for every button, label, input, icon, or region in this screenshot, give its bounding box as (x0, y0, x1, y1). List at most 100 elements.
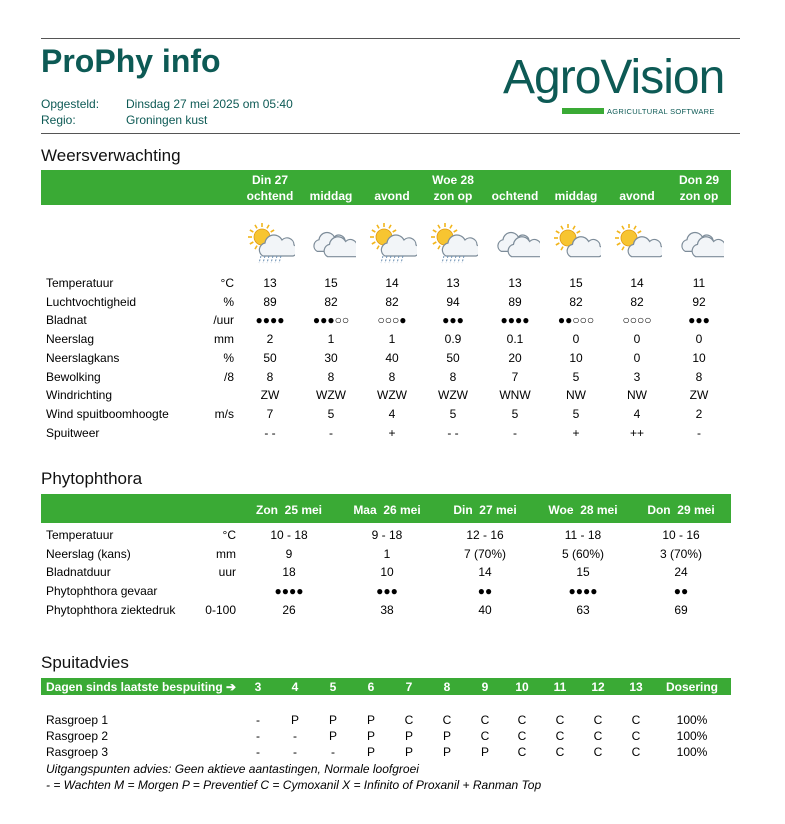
spuit-day-header: 4 (291, 680, 299, 694)
weer-cell: NW (566, 388, 586, 403)
weer-cell: 5 (572, 406, 580, 421)
weer-cell: 5 (572, 369, 580, 384)
spuit-cell: C (404, 713, 414, 727)
spuit-dosering-header: Dosering (665, 680, 718, 694)
spuit-cell: C (555, 745, 565, 759)
weer-cell: 15 (569, 276, 583, 290)
spuit-dosering: 100% (676, 729, 708, 743)
weer-cell: 13 (446, 276, 460, 290)
phyto-cell: 38 (380, 602, 394, 617)
phyto-cell: 9 - 18 (371, 528, 403, 542)
weer-cell: 13 (508, 276, 522, 290)
phyto-cell: 69 (674, 602, 688, 617)
weer-row-label: Luchtvochtigheid (46, 294, 137, 309)
spuit-cell: - (293, 745, 297, 759)
spuit-cell: C (593, 729, 603, 743)
spuit-day-header: 7 (405, 680, 413, 694)
cloud-icon (306, 222, 361, 266)
spuit-cell: C (631, 729, 641, 743)
weer-cell: 4 (388, 406, 396, 421)
spuit-cell: P (442, 729, 451, 743)
weer-cell: 1 (327, 332, 335, 347)
weer-row-label: Bladnat (46, 313, 87, 328)
weer-row-unit: /uur (213, 313, 234, 328)
phyto-cell: 11 - 18 (564, 528, 602, 542)
spuit-row-label: Rasgroep 3 (46, 745, 109, 759)
phyto-cell: ●● (477, 584, 493, 599)
phyto-row-label: Neerslag (kans) (46, 546, 131, 561)
weer-cell: WZW (377, 388, 407, 403)
weer-row-label: Neerslagkans (46, 350, 120, 365)
spuit-day-header: 10 (515, 680, 529, 694)
weer-cell: + (388, 425, 396, 440)
phyto-cell: ●●●● (568, 584, 598, 599)
weer-cell: 0 (572, 332, 580, 347)
phyto-cell: 5 (60%) (561, 546, 605, 561)
spuit-day-header: 6 (367, 680, 375, 694)
weer-cell: ●●○○○ (557, 313, 595, 328)
phyto-row-unit: uur (218, 565, 236, 580)
phyto-row-label: Phytophthora ziektedruk (46, 602, 176, 617)
weer-cell: NW (627, 388, 647, 403)
phyto-col-day: Zon 25 mei (255, 503, 323, 517)
weer-cell: 0 (633, 350, 641, 365)
phyto-cell: 63 (576, 602, 590, 617)
agrovision-logo: AgroVision (503, 51, 725, 104)
weer-cell: - (329, 425, 333, 440)
spuit-day-header: 13 (629, 680, 643, 694)
phyto-cell: 7 (70%) (463, 546, 507, 561)
opgesteld-label: Opgesteld: (41, 97, 100, 111)
weer-cell: 7 (266, 406, 274, 421)
spuit-cell: P (366, 745, 375, 759)
weer-cell: 0.1 (506, 332, 524, 347)
weer-cell: ++ (629, 425, 644, 440)
weer-row-unit: mm (214, 332, 234, 347)
weer-row-label: Wind spuitboomhoogte (46, 406, 169, 421)
weer-col-part: avond (619, 189, 655, 203)
phyto-cell: 26 (282, 602, 296, 617)
weer-cell: ●●● (688, 313, 710, 328)
logo-green-bar (562, 108, 604, 114)
weer-cell: 89 (508, 294, 522, 309)
phyto-row-unit: mm (216, 546, 236, 561)
phyto-row-label: Phytophthora gevaar (46, 584, 158, 599)
weer-row-unit: % (223, 350, 234, 365)
weer-col-part: avond (374, 189, 410, 203)
weer-cell: 5 (511, 406, 519, 421)
spuit-cell: P (328, 729, 337, 743)
phyto-cell: ●●●● (274, 584, 304, 599)
weer-cell: ○○○● (377, 313, 407, 328)
spuit-cell: P (328, 713, 337, 727)
weer-row-label: Bewolking (46, 369, 101, 384)
sun-cloud-rain-icon (428, 222, 481, 266)
weer-cell: 82 (324, 294, 338, 309)
logo-tagline: AGRICULTURAL SOFTWARE (607, 107, 715, 116)
weer-cell: WZW (316, 388, 346, 403)
weer-cell: ZW (260, 388, 280, 403)
weer-cell: 20 (508, 350, 522, 365)
weer-col-part: ochtend (246, 189, 294, 203)
weer-col-day: Din 27 (251, 173, 288, 187)
phyto-cell: 1 (383, 546, 391, 561)
weer-cell: 11 (692, 276, 706, 290)
phyto-cell: 12 - 16 (466, 528, 504, 542)
weer-cell: 2 (695, 406, 703, 421)
phyto-col-day: Woe 28 mei (548, 503, 618, 517)
phyto-col-day: Maa 26 mei (353, 503, 421, 517)
spuit-cell: C (517, 729, 527, 743)
weer-cell: 82 (385, 294, 399, 309)
weer-cell: 8 (327, 369, 335, 384)
weer-cell: - (697, 425, 701, 440)
spuit-footnote-legend: - = Wachten M = Morgen P = Preventief C … (46, 778, 542, 792)
spuit-cell: P (404, 745, 413, 759)
weer-cell: 13 (263, 276, 277, 290)
spuit-cell: C (555, 729, 565, 743)
weer-cell: 30 (324, 350, 338, 365)
spuit-cell: P (366, 729, 375, 743)
spuit-cell: - (256, 713, 260, 727)
spuit-section-title: Spuitadvies (41, 653, 129, 672)
weer-col-part: zon op (679, 189, 719, 203)
opgesteld-value: Dinsdag 27 mei 2025 om 05:40 (126, 97, 293, 111)
weer-header-band (41, 170, 731, 205)
weer-row-unit: /8 (223, 369, 234, 384)
